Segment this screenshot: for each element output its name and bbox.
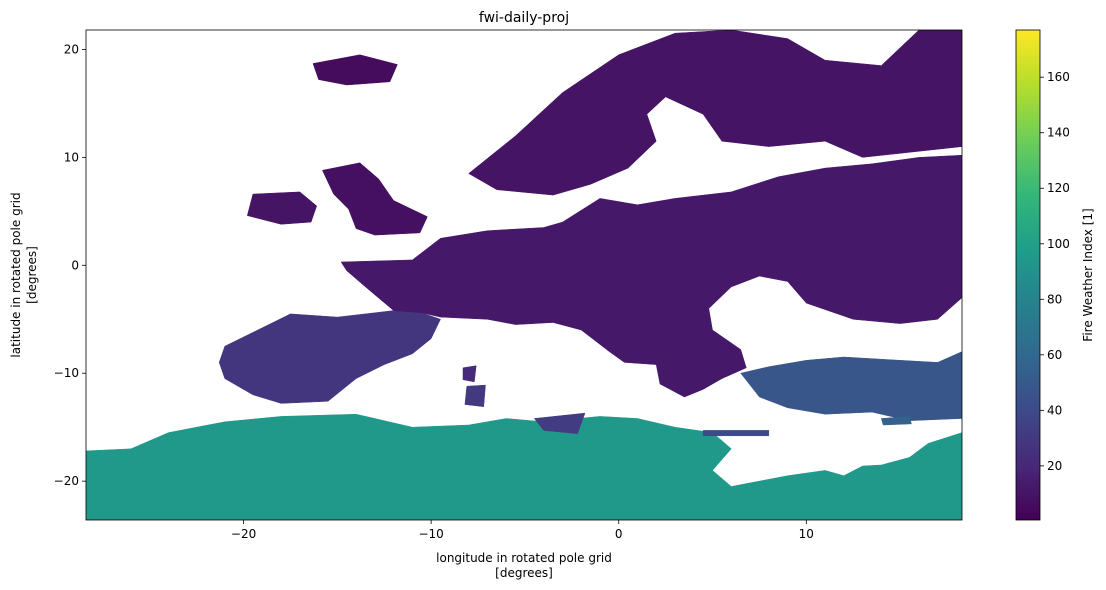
colorbar-tick-label: 60 [1047,348,1062,362]
region-corsica [462,365,477,383]
y-axis-label-line1: latitude in rotated pole grid [9,192,23,357]
y-axis-label-line2: [degrees] [25,246,39,304]
y-tick-label: −10 [54,366,79,380]
x-axis-label-line1: longitude in rotated pole grid [436,551,612,565]
colorbar-tick-label: 40 [1047,403,1062,417]
x-axis-label-line2: [degrees] [495,566,553,580]
x-tick-label: −20 [231,527,256,541]
colorbar-tick-label: 100 [1047,237,1070,251]
colorbar-tick-label: 160 [1047,70,1070,84]
x-tick-label: 10 [799,527,814,541]
region-mainland-europe [340,154,962,398]
region-sicily [533,412,586,434]
colorbar-bar [1015,29,1041,521]
y-axis: −20 −10 0 10 20 [54,42,86,488]
colorbar-label: Fire Weather Index [1] [1081,208,1095,341]
x-axis: −20 −10 0 10 [231,520,814,541]
colorbar-ticks: 20 40 60 80 100 120 140 160 [1040,70,1070,473]
colorbar-tick-label: 80 [1047,292,1062,306]
region-cyprus [880,416,912,426]
region-anatolia [740,351,962,421]
region-sardinia [464,384,486,407]
colorbar-tick-label: 140 [1047,126,1070,140]
region-scandinavia [468,30,962,196]
plot-frame [85,29,963,521]
region-north-africa-desert [86,413,962,520]
plot-area [86,30,962,520]
colorbar-tick-label: 120 [1047,181,1070,195]
colorbar: 20 40 60 80 100 120 140 160 Fire Weather Index … [1015,29,1095,521]
region-ireland [246,191,317,225]
region-british-isles [322,162,428,236]
y-tick-label: 0 [71,258,79,272]
x-tick-label: 0 [615,527,623,541]
region-crete [702,430,770,437]
region-iceland [312,54,398,86]
y-tick-label: 20 [64,42,79,56]
y-tick-label: 10 [64,150,79,164]
colorbar-tick-label: 20 [1047,459,1062,473]
region-iberia [218,310,441,404]
x-tick-label: −10 [418,527,443,541]
chart-title: fwi-daily-proj [479,10,569,26]
y-tick-label: −20 [54,474,79,488]
